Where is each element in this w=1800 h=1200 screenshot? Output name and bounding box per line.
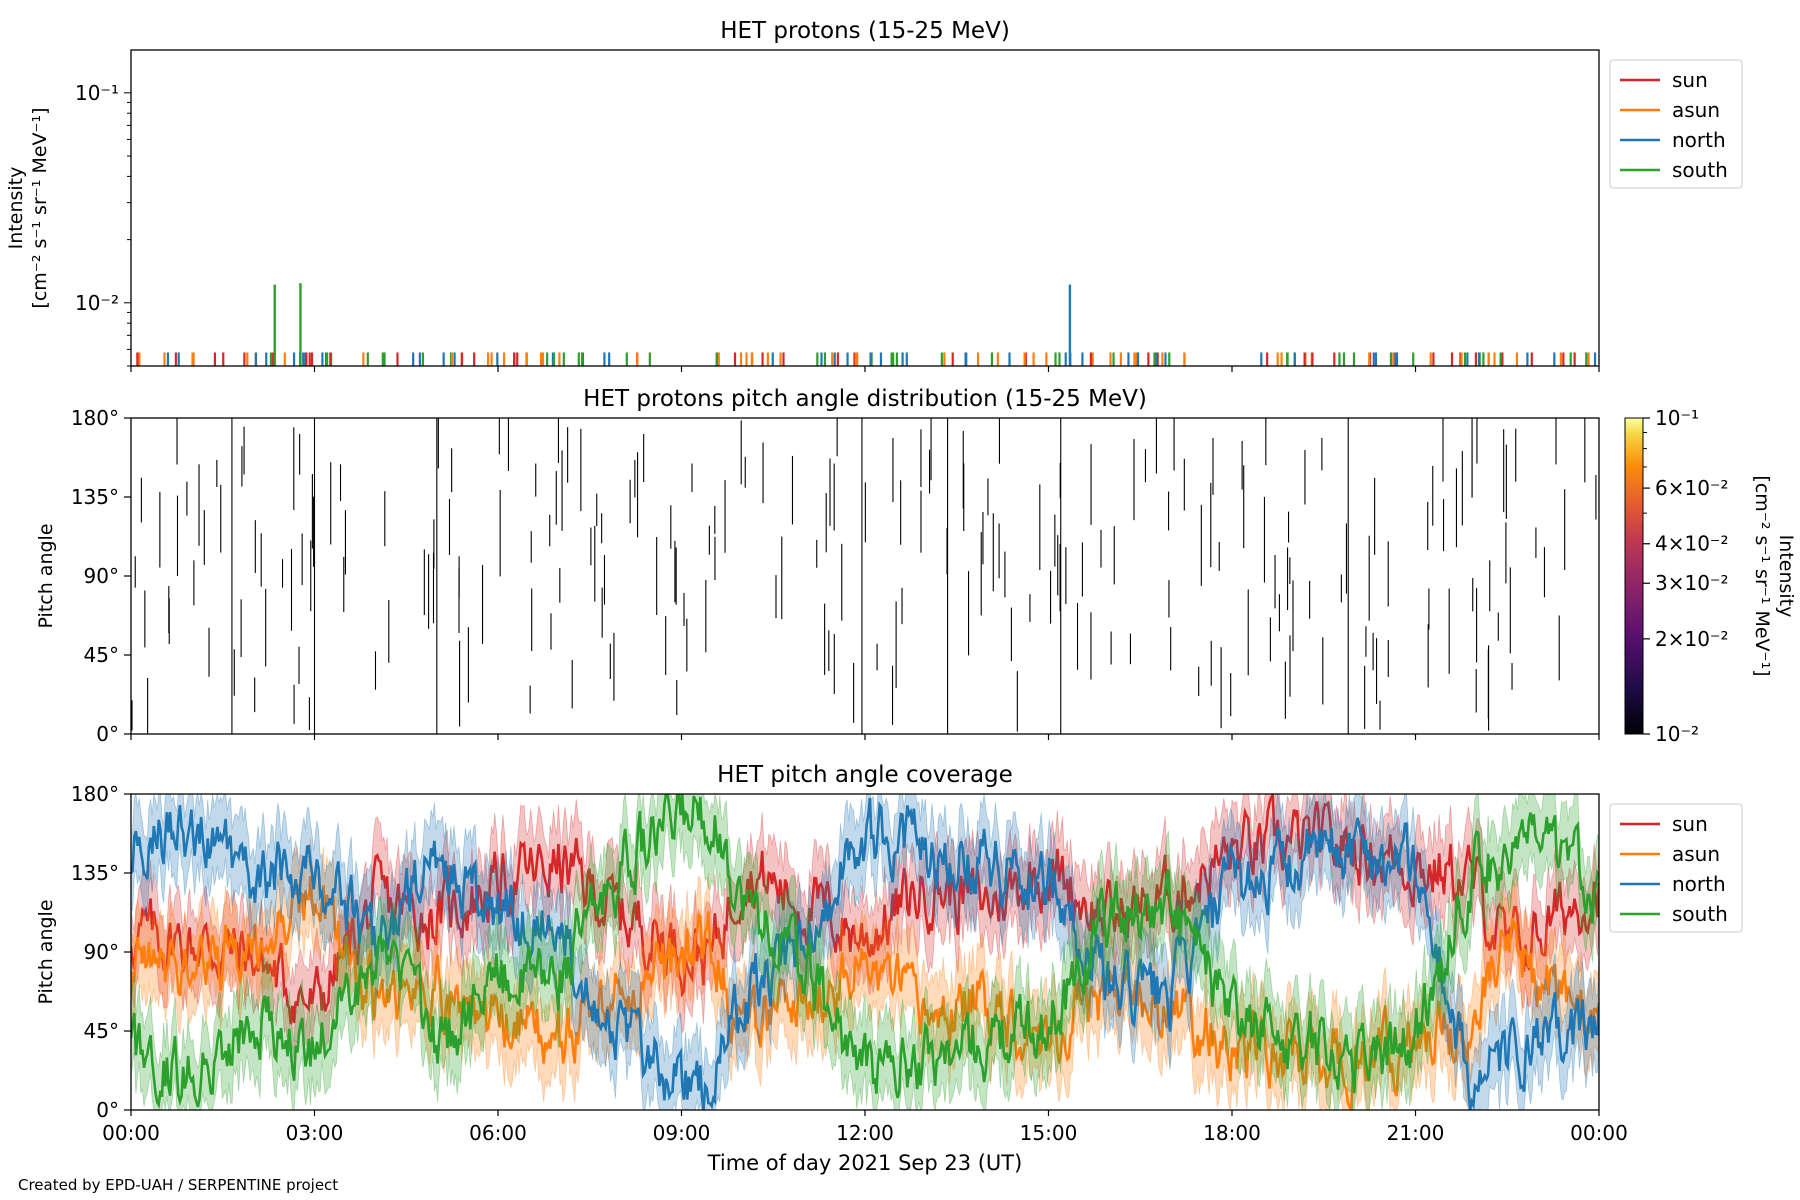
x-tick-label: 15:00 bbox=[1020, 1121, 1078, 1145]
colorbar-tick-label: 2×10⁻² bbox=[1655, 627, 1729, 651]
legend-label-asun: asun bbox=[1672, 842, 1720, 866]
intensity-frame bbox=[130, 49, 1600, 367]
credit-text: Created by EPD-UAH / SERPENTINE project bbox=[18, 1176, 339, 1194]
y-tick-label: 180° bbox=[71, 782, 119, 806]
x-tick-label: 12:00 bbox=[836, 1121, 894, 1145]
panel-title: HET pitch angle coverage bbox=[717, 762, 1013, 788]
y-tick-label: 135° bbox=[71, 485, 119, 509]
pitch-angle-coverage-panel: HET pitch angle coverage 0° 45° 90° 135° 180°… bbox=[35, 762, 1743, 1122]
y-tick-label: 45° bbox=[84, 643, 119, 667]
coverage-line-north bbox=[131, 797, 1599, 1110]
coverage-plot-area bbox=[131, 794, 1599, 1110]
colorbar-tick-label: 4×10⁻² bbox=[1655, 532, 1729, 556]
intensity-panel: 10⁻² 10⁻¹ HET protons (15-25 MeV) Intensity… bbox=[5, 18, 1743, 372]
y-axis-label: Pitch angle bbox=[35, 523, 57, 628]
x-tick-label: 00:00 bbox=[1570, 1121, 1628, 1145]
y-tick-label: 10⁻² bbox=[75, 291, 119, 315]
y-tick-label: 45° bbox=[84, 1019, 119, 1043]
legend-box bbox=[1609, 803, 1743, 933]
colorbar-tick-label: 10⁻¹ bbox=[1655, 406, 1699, 430]
colorbar-label: Intensity[cm⁻² s⁻¹ sr⁻¹ MeV⁻¹] bbox=[1751, 475, 1797, 676]
legend-label-north: north bbox=[1672, 128, 1726, 152]
x-tick-label: 18:00 bbox=[1203, 1121, 1261, 1145]
pitch-angle-distribution-panel: HET protons pitch angle distribution (15… bbox=[35, 386, 1600, 746]
x-tick-label: 06:00 bbox=[469, 1121, 527, 1145]
panel-title: HET protons (15-25 MeV) bbox=[720, 18, 1010, 44]
coverage-line-south bbox=[131, 794, 1599, 1109]
coverage-line-asun bbox=[131, 876, 1599, 1110]
coverage-band-north bbox=[131, 794, 1599, 1110]
panel-title: HET protons pitch angle distribution (15… bbox=[583, 386, 1147, 412]
legend-label-asun: asun bbox=[1672, 98, 1720, 122]
legend-label-sun: sun bbox=[1672, 68, 1708, 92]
y-axis-label: Intensity [cm⁻² s⁻¹ sr⁻¹ MeV⁻¹] bbox=[5, 107, 51, 308]
colorbar-bar bbox=[1624, 417, 1644, 735]
x-axis-label: Time of day 2021 Sep 23 (UT) bbox=[707, 1151, 1023, 1175]
y-tick-label: 180° bbox=[71, 406, 119, 430]
y-tick-label: 0° bbox=[96, 1098, 119, 1122]
colorbar: 10⁻² 2×10⁻² 3×10⁻² 4×10⁻² 6×10⁻² 10⁻¹ Intensit… bbox=[1624, 406, 1797, 746]
x-tick-label: 03:00 bbox=[286, 1121, 344, 1145]
y-tick-label: 10⁻¹ bbox=[75, 81, 119, 105]
colorbar-tick-label: 10⁻² bbox=[1655, 722, 1699, 746]
colorbar-tick-label: 6×10⁻² bbox=[1655, 476, 1729, 500]
x-tick-label: 09:00 bbox=[653, 1121, 711, 1145]
legend-label-south: south bbox=[1672, 158, 1728, 182]
pad-frame bbox=[130, 417, 1600, 735]
y-axis-label: Pitch angle bbox=[35, 899, 57, 1004]
colorbar-tick-label: 3×10⁻² bbox=[1655, 571, 1729, 595]
y-tick-label: 90° bbox=[84, 940, 119, 964]
legend-label-south: south bbox=[1672, 902, 1728, 926]
legend-label-north: north bbox=[1672, 872, 1726, 896]
y-tick-label: 135° bbox=[71, 861, 119, 885]
legend-label-sun: sun bbox=[1672, 812, 1708, 836]
x-tick-label: 21:00 bbox=[1387, 1121, 1445, 1145]
time-axis: 00:00 03:00 06:00 09:00 12:00 15:00 18:00 21:00… bbox=[102, 1121, 1628, 1175]
y-tick-label: 0° bbox=[96, 722, 119, 746]
coverage-band-asun bbox=[131, 837, 1599, 1110]
y-tick-label: 90° bbox=[84, 564, 119, 588]
legend-box bbox=[1609, 59, 1743, 189]
x-tick-label: 00:00 bbox=[102, 1121, 160, 1145]
